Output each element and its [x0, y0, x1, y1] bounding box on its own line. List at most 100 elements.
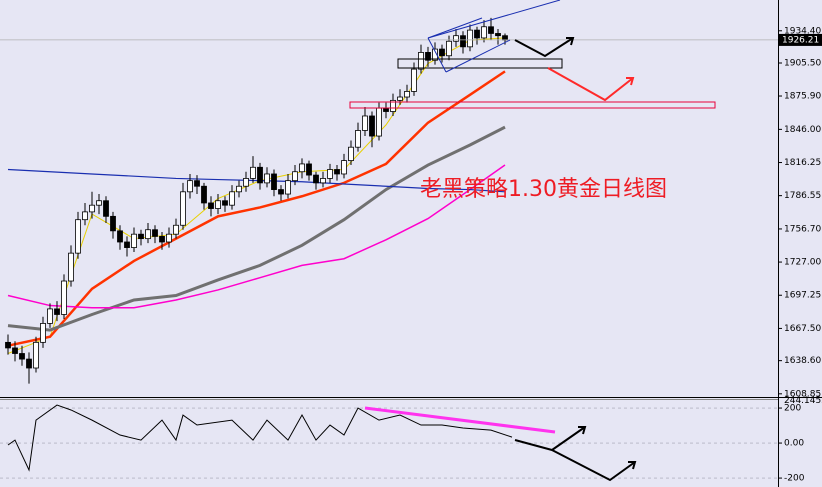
candle-body	[131, 233, 137, 248]
candle-body	[222, 200, 228, 206]
candle-body	[488, 26, 494, 34]
candle-body	[152, 229, 158, 237]
price-marker-box	[779, 33, 822, 46]
channel-line	[427, 17, 483, 39]
candle-body	[236, 185, 242, 193]
candle-body	[194, 180, 200, 187]
candle-body	[362, 115, 368, 131]
candle-body	[383, 107, 389, 112]
arrow-head	[626, 77, 635, 86]
candle-body	[243, 178, 249, 187]
candle-body	[26, 358, 32, 369]
candle-body	[390, 99, 396, 112]
candle-body	[89, 204, 95, 213]
arrow-head	[628, 461, 637, 470]
y-tick-label: 1638.60	[784, 356, 821, 366]
candle-body	[138, 233, 144, 240]
candle-body	[481, 26, 487, 39]
y-tick-label: 1756.70	[784, 224, 821, 234]
support-box	[349, 101, 716, 109]
y-tick-label: 200	[784, 404, 801, 414]
arrow	[514, 37, 574, 58]
y-tick-label: 1846.00	[784, 125, 821, 135]
candle-body	[432, 48, 438, 61]
candle-body	[404, 91, 410, 98]
candle-body	[33, 341, 39, 369]
moving-average	[7, 125, 506, 332]
candle-body	[313, 174, 319, 184]
drawings	[349, 0, 716, 482]
y-tick-label: 1786.55	[784, 191, 821, 201]
y-tick-label: 1697.25	[784, 291, 821, 301]
candle-body	[355, 130, 361, 148]
arrow-head	[566, 37, 575, 46]
arrow-head	[578, 426, 587, 435]
candle-body	[229, 191, 235, 206]
price-marker: 1926.21	[782, 35, 819, 45]
candle-body	[299, 163, 305, 173]
candle-body	[327, 169, 333, 179]
candle-body	[439, 48, 445, 57]
candle-body	[75, 219, 81, 254]
candle-body	[96, 200, 102, 206]
candle-body	[124, 241, 130, 248]
y-tick-label: 1608.85	[784, 389, 821, 399]
y-tick-label: 1875.90	[784, 92, 821, 102]
candle-body	[271, 173, 277, 190]
candle-body	[292, 171, 298, 182]
candle-body	[250, 166, 256, 179]
candle-body	[425, 52, 431, 61]
y-tick-label: 1667.50	[784, 324, 821, 334]
candle-body	[474, 29, 480, 39]
candle-body	[173, 224, 179, 235]
divergence-line	[364, 406, 556, 434]
channel-line	[445, 39, 511, 73]
indicator-line	[7, 404, 513, 472]
candle-body	[460, 35, 466, 48]
candle-body	[376, 107, 382, 137]
moving-average	[7, 70, 506, 347]
candle-body	[180, 191, 186, 226]
candle-body	[117, 230, 123, 243]
moving-average	[7, 164, 506, 309]
candle-body	[19, 353, 25, 360]
candle-body	[159, 236, 165, 243]
candle-body	[341, 160, 347, 175]
candle-body	[68, 252, 74, 282]
candle-body	[502, 35, 508, 41]
candle-body	[208, 202, 214, 209]
channel-line	[427, 37, 447, 73]
candle-body	[264, 173, 270, 184]
candle-body	[467, 29, 473, 48]
arrow	[551, 449, 636, 482]
candle-body	[495, 33, 501, 37]
candle-body	[54, 308, 60, 315]
annotation: 老黑策略1.30黄金日线图	[420, 177, 667, 202]
support-box	[397, 58, 563, 69]
candle-body	[82, 211, 88, 221]
candle-body	[411, 68, 417, 92]
candle-body	[446, 40, 452, 57]
candle-body	[334, 169, 340, 175]
y-tick-label: 1816.25	[784, 158, 821, 168]
y-tick-label: 1934.40	[784, 26, 821, 36]
candle-body	[5, 341, 11, 349]
candle-body	[47, 308, 53, 324]
candle-body	[320, 178, 326, 184]
candle-body	[201, 185, 207, 204]
y-tick-label: -200	[784, 474, 805, 484]
candle-body	[418, 52, 424, 70]
candle-body	[453, 35, 459, 42]
candle-body	[257, 166, 263, 184]
candle-body	[348, 146, 354, 161]
candle-body	[369, 115, 375, 137]
candle-body	[145, 229, 151, 240]
candle-body	[278, 189, 284, 195]
max-label: 244.1452	[784, 396, 822, 406]
channel-line	[427, 0, 561, 39]
candle-body	[103, 200, 109, 217]
y-tick-label: 0.00	[784, 439, 804, 449]
y-tick-label: 1727.00	[784, 258, 821, 268]
